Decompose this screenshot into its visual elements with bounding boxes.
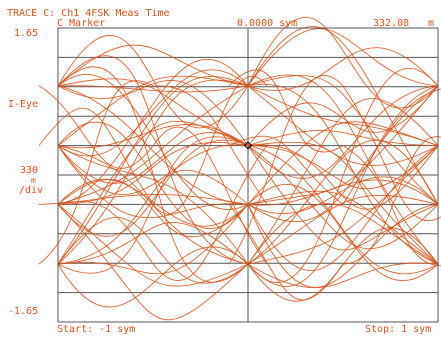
marker-label: C Marker xyxy=(57,18,106,29)
stop-label: Stop: 1 sym xyxy=(365,324,432,335)
eye-trace xyxy=(247,145,439,275)
eye-trace xyxy=(57,85,249,205)
eye-trace xyxy=(57,222,249,265)
plot-border xyxy=(57,27,439,323)
eye-trace xyxy=(247,75,439,205)
scale-unit-div: /div xyxy=(19,185,44,196)
eye-trace xyxy=(247,145,439,271)
eye-trace xyxy=(57,75,249,265)
eye-trace xyxy=(247,144,439,210)
eye-trace xyxy=(57,55,249,265)
eye-trace xyxy=(228,204,344,301)
eye-trace xyxy=(342,136,441,265)
eye-trace xyxy=(247,184,439,281)
eye-trace xyxy=(38,201,154,265)
eye-trace xyxy=(57,124,249,149)
marker-y-readout: 332.08 xyxy=(373,18,410,29)
eye-trace xyxy=(57,179,249,238)
eye-trace xyxy=(57,34,249,129)
plot-frame xyxy=(57,27,439,323)
scale-value: 330 xyxy=(20,165,39,176)
eye-trace xyxy=(247,67,439,283)
eye-trace xyxy=(247,85,439,146)
eye-trace xyxy=(57,121,249,229)
eye-trace xyxy=(228,75,344,265)
eye-trace xyxy=(247,145,439,265)
marker-layer xyxy=(243,141,253,150)
eye-trace xyxy=(57,78,249,147)
eye-trace xyxy=(57,217,249,284)
eye-trace xyxy=(57,179,249,227)
eye-trace xyxy=(247,85,439,287)
eye-trace xyxy=(57,194,249,205)
eye-trace xyxy=(152,145,268,281)
eye-trace xyxy=(247,121,439,205)
eye-trace xyxy=(57,44,249,87)
eye-trace xyxy=(57,204,249,321)
eye-trace xyxy=(247,85,439,223)
eye-trace xyxy=(57,145,249,219)
eye-trace xyxy=(57,204,249,287)
eye-trace xyxy=(57,136,249,274)
eye-trace xyxy=(152,85,268,205)
eye-trace xyxy=(342,88,441,205)
eye-trace xyxy=(247,140,439,265)
eye-trace xyxy=(247,190,439,265)
eye-trace xyxy=(247,98,439,265)
eye-trace xyxy=(57,66,249,283)
eye-trace xyxy=(57,141,249,205)
eye-trace xyxy=(57,144,249,196)
eye-trace xyxy=(38,80,154,265)
eye-trace xyxy=(57,120,249,265)
marker-diamond-icon xyxy=(243,141,253,150)
eye-trace xyxy=(247,85,439,205)
eye-trace xyxy=(247,47,439,91)
eye-trace xyxy=(247,176,439,215)
eye-trace xyxy=(152,126,268,265)
eye-trace xyxy=(57,80,249,146)
eye-trace xyxy=(57,246,249,308)
eye-trace xyxy=(247,28,439,87)
eye-trace xyxy=(247,179,439,206)
eye-trace xyxy=(57,85,249,93)
eye-trace xyxy=(57,85,249,205)
marker-x-readout: 0.0000 sym xyxy=(237,18,298,29)
eye-traces xyxy=(38,16,441,321)
scale-unit-m: m xyxy=(31,176,36,185)
eye-trace xyxy=(247,145,439,251)
eye-trace xyxy=(247,262,439,289)
y-axis-name: I-Eye xyxy=(8,99,39,110)
eye-trace xyxy=(152,75,268,215)
eye-trace xyxy=(57,132,249,184)
marker-y-unit: m xyxy=(428,18,435,29)
eye-trace xyxy=(57,69,249,157)
eye-trace xyxy=(38,85,154,169)
start-label: Start: -1 sym xyxy=(57,324,136,335)
eye-trace xyxy=(342,145,441,267)
y-axis-bottom-label: -1.65 xyxy=(8,306,39,317)
eye-trace xyxy=(247,130,439,147)
eye-trace xyxy=(247,145,439,190)
y-axis-top-label: 1.65 xyxy=(14,28,39,39)
eye-trace xyxy=(247,194,439,265)
eye-trace xyxy=(57,145,249,265)
eye-trace xyxy=(228,135,344,205)
eye-trace xyxy=(247,26,439,205)
eye-trace xyxy=(57,74,249,210)
eye-trace xyxy=(247,145,439,250)
eye-trace xyxy=(247,16,439,109)
eye-trace xyxy=(228,69,344,153)
trace-title: TRACE C: Ch1 4FSK Meas Time xyxy=(7,8,170,19)
eye-trace xyxy=(57,169,249,265)
eye-trace xyxy=(57,58,249,205)
eye-trace xyxy=(247,203,439,288)
